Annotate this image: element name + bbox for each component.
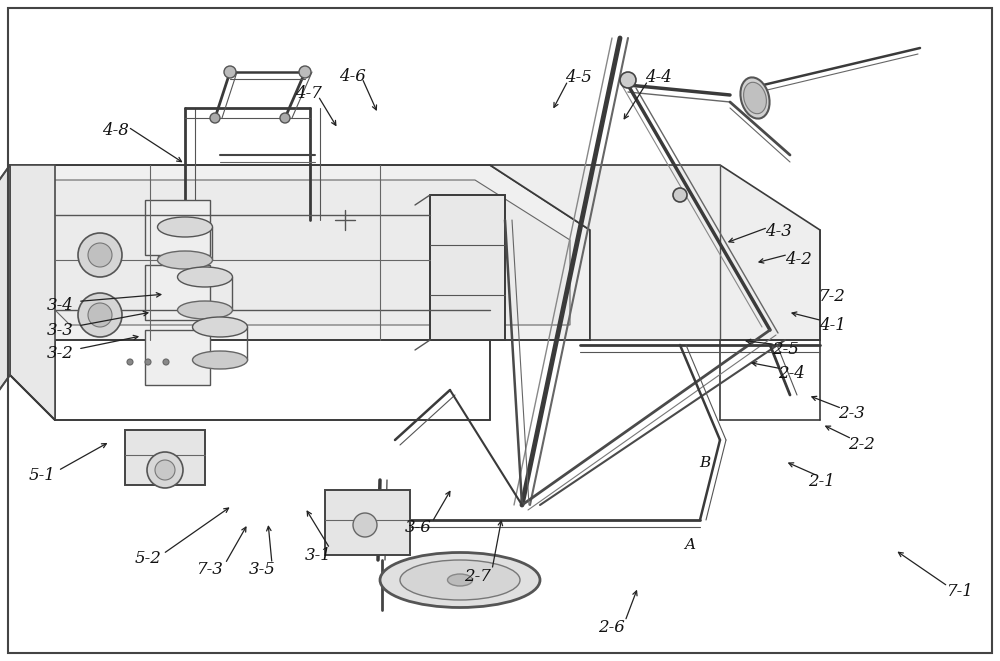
Text: 2-5: 2-5 [772, 340, 798, 358]
Ellipse shape [380, 553, 540, 607]
Ellipse shape [192, 351, 248, 369]
Text: 2-4: 2-4 [779, 365, 805, 382]
Text: 4-3: 4-3 [765, 223, 791, 240]
Bar [430, 195, 505, 340]
Text: 3-3: 3-3 [47, 322, 73, 339]
Circle shape [147, 452, 183, 488]
Circle shape [353, 513, 377, 537]
Text: 2-3: 2-3 [839, 405, 865, 422]
Text: 2-7: 2-7 [465, 568, 491, 585]
Text: A: A [684, 538, 696, 553]
Circle shape [78, 293, 122, 337]
Polygon shape [0, 165, 10, 410]
Ellipse shape [744, 82, 766, 114]
Text: 4-6: 4-6 [339, 67, 365, 85]
Text: 2-6: 2-6 [599, 619, 625, 637]
Text: 5-1: 5-1 [29, 467, 55, 485]
Text: 2-2: 2-2 [849, 436, 875, 453]
Circle shape [620, 72, 636, 88]
Bar [145, 200, 210, 255]
Bar [325, 490, 410, 555]
Ellipse shape [158, 251, 212, 269]
Polygon shape [490, 165, 820, 340]
Text: 3-2: 3-2 [47, 345, 73, 362]
Circle shape [88, 303, 112, 327]
Text: B: B [699, 455, 711, 470]
Text: 3-6: 3-6 [405, 519, 431, 536]
Circle shape [210, 113, 220, 123]
Text: 4-4: 4-4 [645, 69, 671, 87]
Circle shape [673, 188, 687, 202]
Text: 5-2: 5-2 [135, 550, 161, 567]
Text: 4-7: 4-7 [295, 85, 321, 102]
Text: 4-1: 4-1 [819, 317, 845, 334]
Circle shape [145, 359, 151, 365]
Text: 4-2: 4-2 [785, 251, 811, 268]
Text: 2-1: 2-1 [809, 473, 835, 490]
Bar [125, 430, 205, 485]
Ellipse shape [158, 217, 212, 237]
Text: 4-8: 4-8 [102, 122, 128, 139]
Text: 4-5: 4-5 [565, 69, 591, 87]
Polygon shape [10, 165, 55, 420]
Ellipse shape [400, 560, 520, 600]
Ellipse shape [740, 77, 770, 118]
Text: 7-1: 7-1 [947, 583, 973, 600]
Bar [145, 330, 210, 385]
Text: 7-3: 7-3 [197, 561, 223, 578]
Ellipse shape [178, 267, 232, 287]
Circle shape [155, 460, 175, 480]
Text: 3-4: 3-4 [47, 297, 73, 314]
Circle shape [127, 359, 133, 365]
Circle shape [163, 359, 169, 365]
Bar [145, 265, 210, 320]
Polygon shape [10, 165, 590, 340]
Ellipse shape [178, 301, 232, 319]
Polygon shape [25, 180, 570, 325]
Circle shape [88, 243, 112, 267]
Text: 7-2: 7-2 [819, 288, 845, 305]
Ellipse shape [448, 574, 473, 586]
Text: 3-1: 3-1 [305, 547, 331, 564]
Circle shape [224, 66, 236, 78]
Circle shape [280, 113, 290, 123]
Text: 3-5: 3-5 [249, 561, 275, 578]
Ellipse shape [192, 317, 248, 337]
Circle shape [78, 233, 122, 277]
Circle shape [299, 66, 311, 78]
